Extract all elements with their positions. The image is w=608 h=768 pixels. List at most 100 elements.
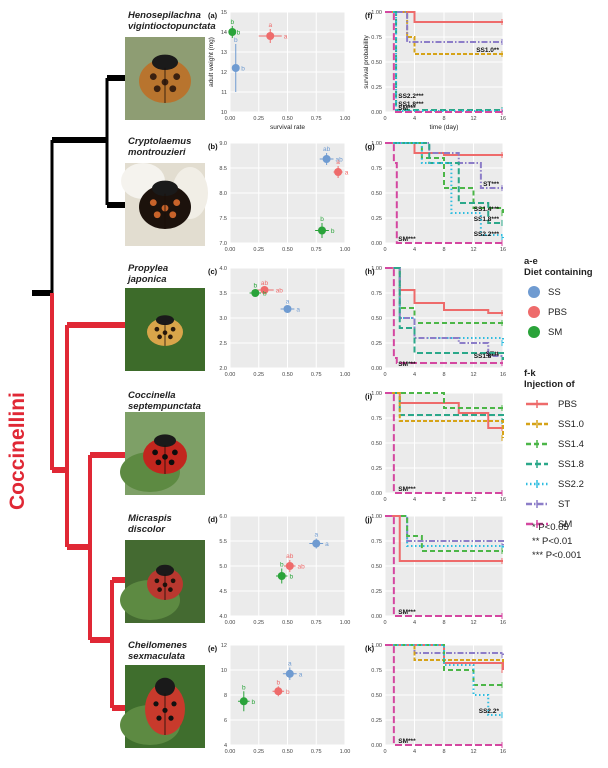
beetle-spot bbox=[170, 326, 176, 332]
legend-diet-title: a-e bbox=[524, 256, 538, 267]
point-marker bbox=[239, 697, 248, 706]
y-tick-label: 1.00 bbox=[371, 391, 382, 397]
x-axis-label: time (day) bbox=[430, 124, 459, 131]
survival-panel: 0 4 8 12 16 0.00 0.25 0.50 0.75 1.00(g) ST*** SS1.4… bbox=[365, 141, 506, 253]
beetle-photo bbox=[125, 288, 205, 371]
curve-significance-label: SS1.0** bbox=[476, 47, 499, 54]
group-letter-side: a bbox=[284, 34, 288, 41]
beetle-spot bbox=[154, 326, 160, 332]
beetle-head bbox=[152, 54, 178, 70]
y-tick-label: 3.0 bbox=[219, 316, 227, 322]
data-point: aa bbox=[280, 299, 300, 314]
beetle-photo bbox=[121, 163, 208, 246]
data-point: bb bbox=[228, 19, 241, 38]
x-tick-label: 12 bbox=[470, 497, 476, 503]
survival-panel: 0 4 8 12 16 0.00 0.25 0.50 0.75 1.00(f) time (day)… bbox=[363, 10, 506, 131]
beetle-spot bbox=[153, 85, 161, 93]
beetle-head bbox=[152, 180, 178, 196]
group-letter-top: a bbox=[314, 532, 318, 539]
y-tick-label: 4 bbox=[224, 743, 227, 749]
x-tick-label: 4 bbox=[413, 749, 416, 755]
panel-letter: (h) bbox=[365, 267, 375, 276]
x-tick-label: 16 bbox=[500, 497, 506, 503]
y-tick-label: 0.25 bbox=[371, 466, 382, 472]
x-tick-label: 1.00 bbox=[340, 620, 351, 626]
y-tick-label: 14 bbox=[221, 30, 227, 36]
legend-line-swatch bbox=[526, 500, 548, 508]
legend-swatch bbox=[528, 286, 540, 298]
y-tick-label: 0.25 bbox=[371, 718, 382, 724]
group-letter-top: ab bbox=[286, 553, 294, 560]
survival-curve bbox=[385, 515, 504, 548]
sig-3: *** P<0.001 bbox=[532, 550, 582, 561]
sig-2: ** P<0.01 bbox=[532, 536, 573, 547]
legend-injection-subtitle: Injection of bbox=[524, 379, 575, 390]
beetle-spot bbox=[173, 73, 181, 80]
group-letter-top: b bbox=[242, 684, 246, 691]
beetle-spot bbox=[152, 449, 158, 456]
beetle-spot bbox=[153, 211, 161, 219]
species-label-2: Propylea japonica bbox=[128, 263, 169, 285]
group-letter-top: ab bbox=[323, 146, 331, 153]
species-label-3: Coccinella septempunctata bbox=[128, 390, 201, 412]
legend-diet-item-ss: SS bbox=[524, 282, 593, 302]
x-axis-label: survival rate bbox=[270, 124, 305, 131]
y-tick-label: 8.0 bbox=[219, 191, 227, 197]
panel-letter: (j) bbox=[365, 515, 373, 524]
x-tick-label: 16 bbox=[500, 620, 506, 626]
y-tick-label: 8.5 bbox=[219, 166, 227, 172]
data-point: bb bbox=[231, 37, 245, 92]
legend-injection-item: SS1.0 bbox=[524, 414, 584, 434]
curve-significance-label: SS1.4*** bbox=[474, 206, 500, 213]
point-marker bbox=[228, 28, 237, 36]
panel-letter: (f) bbox=[365, 11, 373, 20]
beetle-head bbox=[155, 677, 175, 697]
y-tick-label: 0.50 bbox=[371, 316, 382, 322]
x-tick-label: 0.75 bbox=[311, 116, 322, 122]
panel-letter: (e) bbox=[208, 644, 218, 653]
y-tick-label: 0.75 bbox=[371, 416, 382, 422]
beetle-spot bbox=[169, 211, 177, 219]
curve-significance-label: SS1.8*** bbox=[474, 216, 500, 223]
x-tick-label: 16 bbox=[500, 749, 506, 755]
y-tick-label: 6.0 bbox=[219, 514, 227, 520]
point-marker bbox=[231, 64, 240, 72]
beetle-spot bbox=[155, 459, 162, 466]
survival-curve bbox=[385, 11, 503, 55]
scatter-panel: 0.00 0.25 0.50 0.75 1.004.04.55.05.56.0(d)aa… bbox=[208, 514, 350, 626]
data-point: aa bbox=[333, 159, 349, 178]
survival-curve bbox=[385, 11, 503, 43]
survival-curve bbox=[385, 392, 503, 494]
point-marker bbox=[266, 32, 275, 40]
y-tick-label: 12 bbox=[221, 643, 227, 649]
x-tick-label: 4 bbox=[413, 372, 416, 378]
legend-injection-item: SM bbox=[524, 514, 584, 534]
group-letter-side: b bbox=[252, 699, 256, 706]
x-tick-label: 4 bbox=[413, 116, 416, 122]
x-tick-label: 0.50 bbox=[282, 116, 293, 122]
panel-letter: (d) bbox=[208, 515, 218, 524]
y-tick-label: 0.75 bbox=[371, 668, 382, 674]
point-marker bbox=[277, 572, 286, 580]
scatter-panel: 0.00 0.25 0.50 0.75 1.00 10 11 12 13 14 15(a) survi… bbox=[208, 10, 350, 131]
point-marker bbox=[251, 289, 260, 297]
panel-letter: (k) bbox=[365, 644, 375, 653]
x-tick-label: 0 bbox=[383, 749, 386, 755]
x-tick-label: 8 bbox=[442, 372, 445, 378]
species-label-1: Cryptolaemus montrouzieri bbox=[128, 136, 192, 158]
panel-letter: (c) bbox=[208, 267, 218, 276]
beetle-head bbox=[156, 564, 174, 577]
legend-injection-item: PBS bbox=[524, 394, 584, 414]
survival-curve bbox=[385, 142, 503, 189]
panel-letter: (a) bbox=[208, 11, 218, 20]
group-letter-top: b bbox=[234, 37, 238, 44]
y-tick-label: 10 bbox=[221, 110, 227, 116]
x-tick-label: 0.75 bbox=[311, 372, 322, 378]
curve-significance-label: ST** bbox=[486, 351, 500, 358]
y-tick-label: 0.00 bbox=[371, 241, 382, 247]
point-marker bbox=[285, 669, 294, 678]
significance-legend: * P<0.05 ** P<0.01 *** P<0.001 bbox=[532, 521, 581, 563]
beetle-head bbox=[154, 434, 176, 448]
y-tick-label: 7.0 bbox=[219, 241, 227, 247]
